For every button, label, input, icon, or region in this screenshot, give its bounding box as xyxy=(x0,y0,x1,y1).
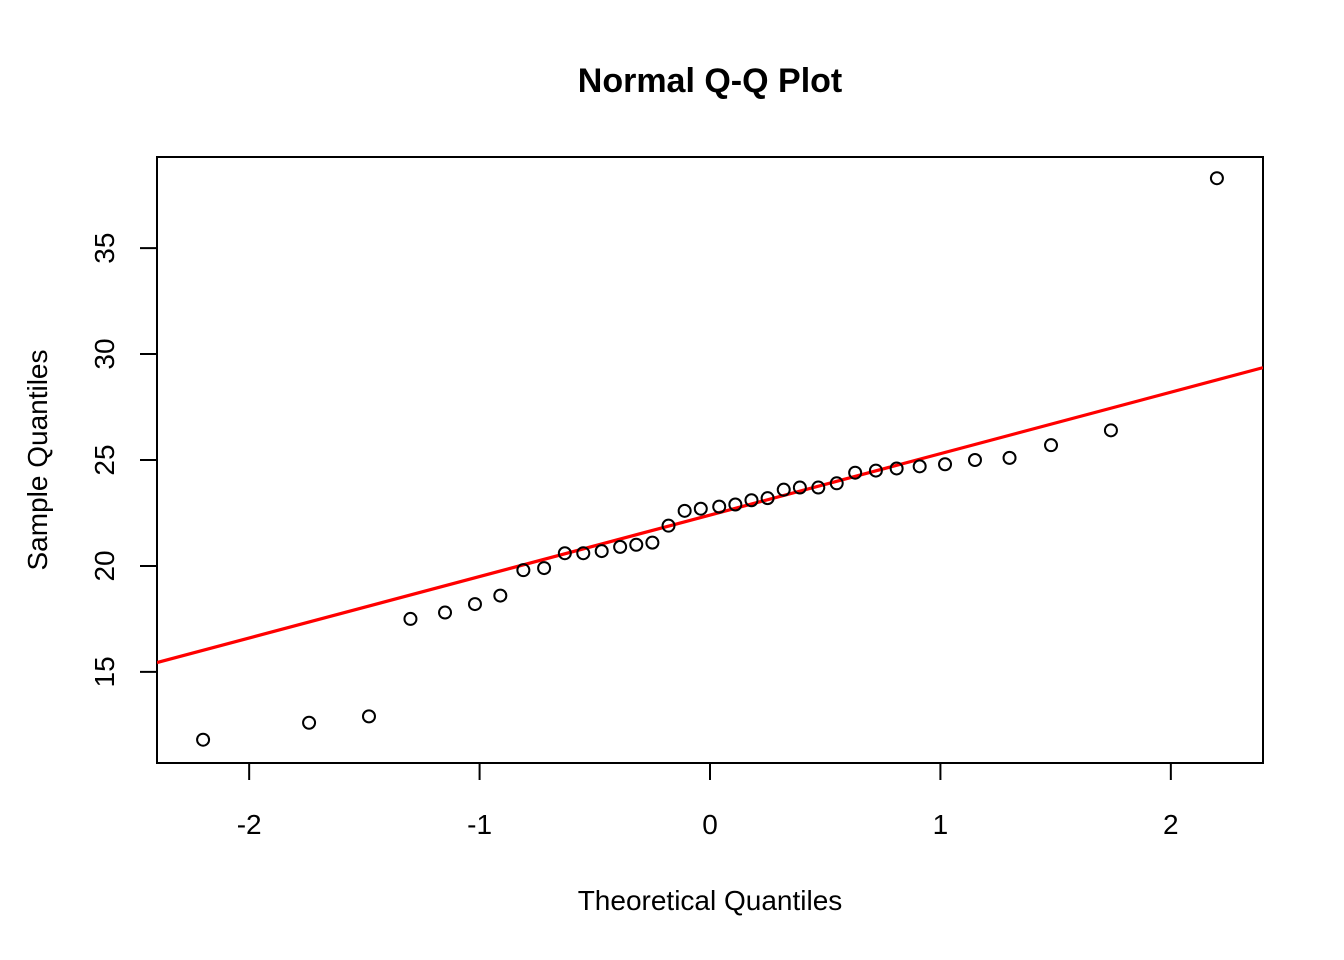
qq-point xyxy=(557,546,572,561)
qq-point xyxy=(537,561,552,576)
y-tick-label: 35 xyxy=(89,233,120,264)
qq-point xyxy=(302,715,317,730)
y-tick-label: 20 xyxy=(89,550,120,581)
x-tick-label: 1 xyxy=(933,809,949,840)
plot-frame xyxy=(156,156,1264,764)
qq-point xyxy=(938,457,953,472)
qq-point xyxy=(645,535,660,550)
x-tick-label: 2 xyxy=(1163,809,1179,840)
x-tick-label: 0 xyxy=(702,809,718,840)
y-axis: 15 20 25 30 35 xyxy=(89,233,158,687)
qq-point xyxy=(438,605,453,620)
qq-point xyxy=(196,732,211,747)
qq-point xyxy=(912,459,927,474)
qq-point xyxy=(594,544,609,559)
qq-point xyxy=(661,518,676,533)
qq-point xyxy=(1044,438,1059,453)
qq-reference-line xyxy=(157,366,1263,665)
y-axis-label: Sample Quantiles xyxy=(22,349,53,570)
qq-point xyxy=(516,563,531,578)
qq-point xyxy=(967,453,982,467)
x-axis: -2 -1 0 1 2 xyxy=(237,762,1179,840)
qq-point xyxy=(868,463,883,478)
qq-point xyxy=(677,503,692,518)
qq-point xyxy=(776,482,791,497)
qq-point xyxy=(693,501,708,516)
y-tick-label: 25 xyxy=(89,444,120,475)
qq-point xyxy=(792,480,807,495)
qq-point xyxy=(744,493,759,508)
qq-point xyxy=(403,611,418,626)
x-axis-label: Theoretical Quantiles xyxy=(578,885,843,916)
qq-point xyxy=(493,588,508,603)
qq-point xyxy=(728,497,743,512)
x-tick-label: -2 xyxy=(237,809,262,840)
y-tick-label: 30 xyxy=(89,338,120,369)
points-layer xyxy=(196,171,1224,747)
x-tick-label: -1 xyxy=(467,809,492,840)
reference-line-layer xyxy=(157,366,1263,665)
qq-point xyxy=(848,465,863,480)
qq-point xyxy=(760,491,775,506)
qq-point xyxy=(712,499,727,514)
y-tick-label: 15 xyxy=(89,656,120,687)
qq-point xyxy=(467,597,482,612)
qq-point xyxy=(361,709,376,724)
qq-point xyxy=(629,537,644,552)
qq-point xyxy=(1002,450,1017,465)
qq-point xyxy=(613,539,628,554)
qq-point xyxy=(1209,171,1224,186)
qq-point xyxy=(811,480,826,495)
qq-point xyxy=(889,461,904,476)
qq-point xyxy=(1103,423,1118,438)
qq-point xyxy=(576,546,591,561)
chart-title: Normal Q-Q Plot xyxy=(578,62,842,100)
qq-point xyxy=(829,476,844,491)
